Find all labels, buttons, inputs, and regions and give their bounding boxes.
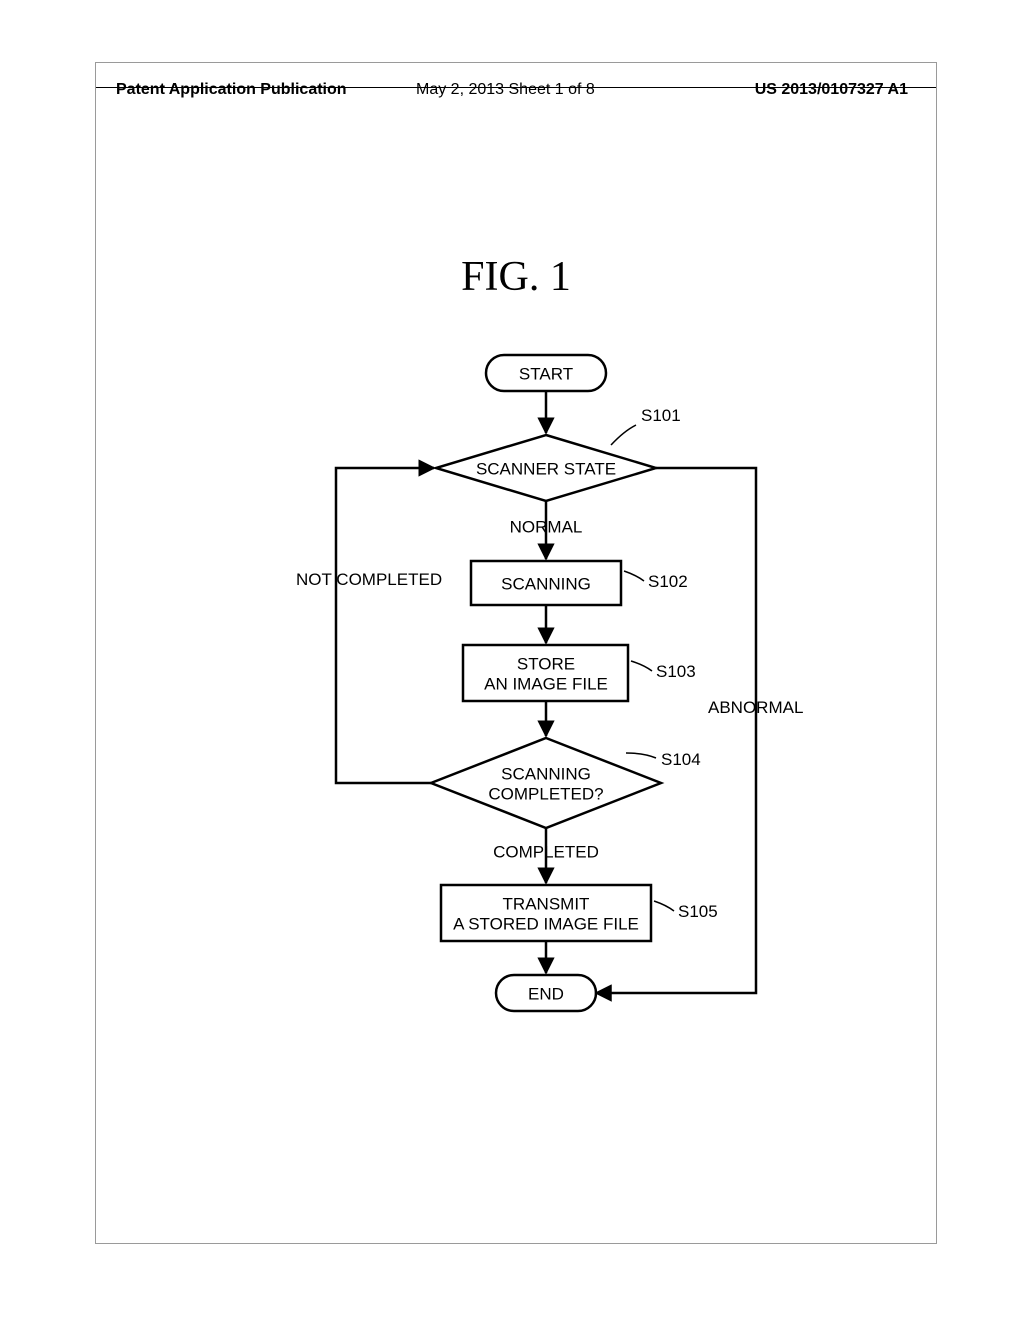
node-s105: TRANSMIT A STORED IMAGE FILE [441,885,651,941]
label-not-completed: NOT COMPLETED [296,570,442,589]
page-header: Patent Application Publication May 2, 20… [96,81,936,88]
header-publication: Patent Application Publication [116,81,347,99]
edge-not-completed [336,468,434,783]
s104-line2: COMPLETED? [488,784,603,803]
header-pubnum: US 2013/0107327 A1 [755,81,908,99]
leader-s103 [631,661,652,671]
ref-s102: S102 [648,572,688,591]
s102-label: SCANNING [501,574,591,593]
label-abnormal: ABNORMAL [708,698,803,717]
s105-line1: TRANSMIT [503,894,590,913]
node-s102: SCANNING [471,561,621,605]
ref-s105: S105 [678,902,718,921]
node-s101: SCANNER STATE [436,435,656,501]
node-s104: SCANNING COMPLETED? [431,738,661,828]
flowchart: START SCANNER STATE S101 NORMAL SCANNING… [266,353,826,1033]
end-label: END [528,984,564,1003]
node-end: END [496,975,596,1011]
leader-s104 [626,753,656,758]
header-date-sheet: May 2, 2013 Sheet 1 of 8 [416,81,595,99]
leader-s105 [654,901,674,911]
s105-line2: A STORED IMAGE FILE [453,914,639,933]
ref-s101: S101 [641,406,681,425]
figure-title: FIG. 1 [96,253,936,301]
leader-s101 [611,425,636,445]
leader-s102 [624,571,644,581]
s103-line1: STORE [517,654,575,673]
s103-line2: AN IMAGE FILE [484,674,608,693]
ref-s104: S104 [661,750,701,769]
page-frame: Patent Application Publication May 2, 20… [95,62,937,1244]
s101-label: SCANNER STATE [476,459,616,478]
s104-line1: SCANNING [501,764,591,783]
ref-s103: S103 [656,662,696,681]
node-start: START [486,355,606,391]
start-label: START [519,364,573,383]
node-s103: STORE AN IMAGE FILE [463,645,628,701]
